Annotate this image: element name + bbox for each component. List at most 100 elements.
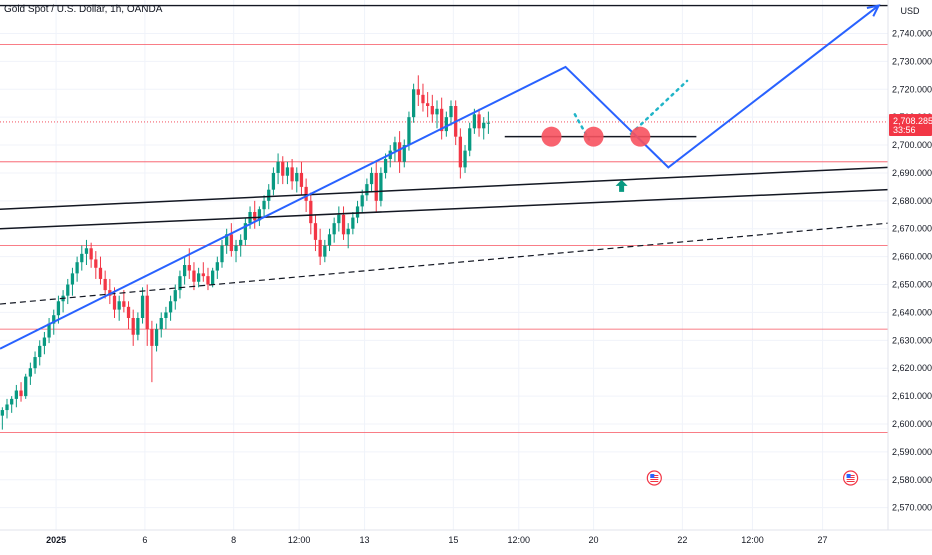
- candle-body: [136, 318, 140, 335]
- candle: [234, 239, 238, 263]
- candle: [393, 136, 397, 162]
- candle: [346, 223, 350, 249]
- candle-body: [103, 278, 107, 291]
- x-tick-label: 27: [818, 535, 828, 545]
- candle-body: [145, 295, 149, 330]
- candle-body: [346, 228, 350, 235]
- candle: [61, 290, 65, 313]
- candle-body: [337, 214, 341, 224]
- candle: [66, 278, 70, 305]
- candle: [70, 267, 75, 296]
- candle-body: [393, 142, 397, 151]
- candle-body: [383, 159, 388, 173]
- candle: [211, 267, 215, 288]
- candle-body: [482, 122, 486, 129]
- candle: [468, 122, 472, 157]
- candle-body: [215, 262, 219, 271]
- candle: [332, 217, 336, 243]
- pattern-marker: [541, 126, 562, 147]
- candle-body: [309, 200, 313, 224]
- chart-title: Gold Spot / U.S. Dollar, 1h, OANDA: [4, 4, 163, 15]
- candle: [19, 382, 23, 402]
- candle-body: [477, 114, 481, 129]
- candle: [75, 256, 79, 282]
- candle: [458, 128, 462, 179]
- candle: [98, 256, 103, 285]
- y-tick-label: 2,740.000: [892, 28, 932, 38]
- candle-body: [229, 234, 233, 252]
- candle: [14, 384, 18, 408]
- candle: [397, 131, 402, 173]
- candle: [94, 251, 98, 279]
- candle-body: [168, 301, 173, 313]
- candle-body: [234, 245, 238, 252]
- candle-body: [341, 214, 346, 235]
- candle: [42, 331, 47, 355]
- candle: [440, 97, 444, 140]
- trendline: [0, 166, 889, 210]
- candle-body: [323, 245, 327, 257]
- candle-body: [178, 276, 182, 291]
- candle: [5, 398, 9, 419]
- candle-body: [206, 276, 210, 285]
- candle-body: [80, 253, 84, 263]
- candle: [173, 284, 177, 310]
- y-tick-label: 2,620.000: [892, 363, 932, 373]
- last-price-tag: [889, 113, 932, 136]
- candle: [285, 161, 290, 185]
- candle-body: [5, 404, 9, 411]
- candle: [449, 100, 453, 126]
- candle-body: [52, 315, 56, 324]
- candle-body: [56, 301, 61, 316]
- candle: [416, 75, 420, 106]
- candle-body: [449, 106, 453, 118]
- candle-body: [33, 357, 37, 369]
- candle-body: [173, 290, 177, 302]
- x-tick-label: 12:00: [741, 535, 764, 545]
- candle-body: [379, 172, 383, 201]
- candle-body: [369, 172, 374, 185]
- candle-body: [196, 273, 201, 282]
- event-flag-stripe: [846, 479, 855, 480]
- candle: [168, 295, 173, 321]
- candle: [33, 351, 37, 374]
- countdown-label: 33:56: [893, 125, 916, 135]
- candle: [323, 239, 327, 263]
- candle: [140, 287, 145, 324]
- candle: [337, 206, 341, 232]
- candle-body: [126, 306, 131, 318]
- candle-body: [262, 200, 266, 210]
- y-tick-label: 2,600.000: [892, 419, 932, 429]
- candle-body: [10, 398, 14, 405]
- candle: [360, 189, 364, 212]
- candle: [145, 284, 149, 346]
- candle: [136, 312, 140, 341]
- candle: [201, 262, 205, 282]
- candle-body: [98, 267, 103, 279]
- x-tick-label: 15: [448, 535, 458, 545]
- candle-body: [407, 117, 411, 146]
- candle-body: [271, 172, 276, 190]
- candle: [196, 267, 201, 288]
- candle-body: [150, 329, 154, 346]
- candle-body: [313, 223, 318, 240]
- y-tick-label: 2,670.000: [892, 224, 932, 234]
- candle: [379, 167, 383, 207]
- candle-body: [374, 172, 378, 201]
- candle: [482, 117, 486, 140]
- candle: [295, 167, 299, 193]
- x-tick-label: 8: [231, 535, 236, 545]
- candle-body: [444, 117, 448, 132]
- candle: [365, 178, 369, 201]
- candle-body: [421, 94, 425, 104]
- candle-body: [463, 150, 467, 168]
- event-flag-canton: [846, 474, 851, 478]
- candle: [299, 161, 304, 196]
- x-tick-label: 13: [360, 535, 370, 545]
- candle-body: [140, 295, 145, 318]
- candle: [24, 373, 28, 399]
- candle: [355, 200, 360, 224]
- candle-body: [318, 239, 322, 257]
- candle: [38, 340, 42, 366]
